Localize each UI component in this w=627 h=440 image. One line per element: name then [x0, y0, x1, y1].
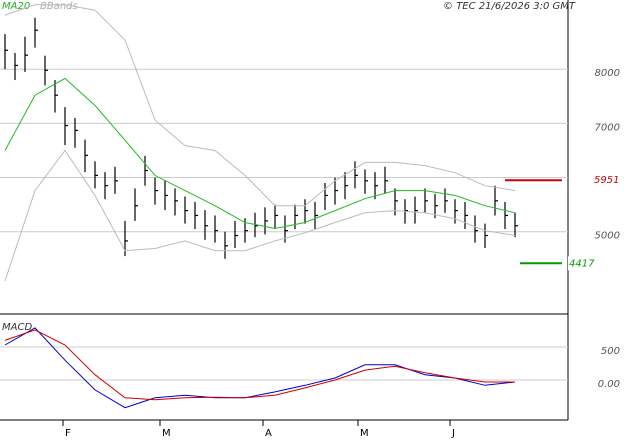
- bband-lower: [4, 149, 516, 282]
- x-tick-label: F: [65, 428, 71, 439]
- level-label-bg: [568, 256, 602, 271]
- bband-upper: [4, 4, 516, 207]
- ma20-line: [4, 77, 516, 230]
- x-tick-label: A: [265, 428, 272, 439]
- level-label: 4417: [569, 258, 595, 269]
- level-label: 5951: [594, 175, 619, 186]
- ma-legend: MA20: [2, 1, 30, 12]
- y-tick-label: 8000: [595, 68, 620, 79]
- level-label-bg: [593, 173, 627, 188]
- copyright: © TEC 21/6/2026 3:0 GMT: [443, 1, 576, 12]
- x-tick-label: M: [162, 428, 171, 439]
- x-tick-label: M: [360, 428, 369, 439]
- macd-line: [4, 327, 516, 409]
- y-tick-label: 500: [601, 346, 620, 357]
- y-tick-label: 7000: [595, 122, 620, 133]
- y-tick-label: 5000: [595, 231, 620, 242]
- x-tick-label: J: [451, 428, 455, 439]
- macd-title: MACD: [2, 322, 32, 333]
- bbands-legend: BBands: [40, 1, 78, 12]
- y-tick-label: 0.00: [598, 379, 620, 390]
- macd-line: [4, 329, 515, 401]
